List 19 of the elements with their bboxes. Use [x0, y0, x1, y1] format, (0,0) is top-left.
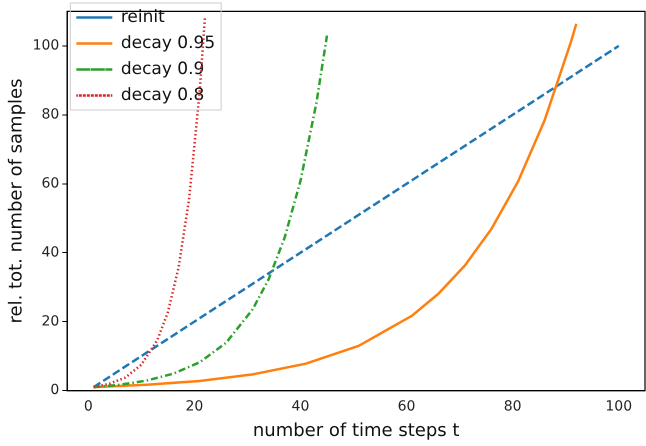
legend-label: decay 0.9 — [120, 58, 204, 79]
y-tick-label: 0 — [50, 382, 60, 398]
x-tick-label: 60 — [398, 398, 416, 415]
line-series — [92, 34, 328, 388]
x-tick-label: 100 — [605, 398, 632, 415]
y-tick-label: 20 — [41, 313, 60, 330]
y-tick-label: 60 — [41, 175, 60, 192]
legend-label: reinit — [120, 6, 166, 27]
y-tick-label: 100 — [32, 38, 60, 54]
y-axis-title: rel. tot. number of samples — [5, 78, 26, 324]
legend-label: decay 0.8 — [120, 84, 204, 105]
y-tick-label: 80 — [41, 106, 60, 122]
x-axis-title: number of time steps t — [252, 420, 460, 441]
x-tick-label: 20 — [185, 398, 204, 415]
x-tick-label: 0 — [84, 398, 93, 415]
y-tick-label: 40 — [41, 244, 60, 260]
legend-label: decay 0.95 — [120, 32, 216, 53]
x-tick-label: 80 — [504, 398, 522, 415]
x-tick-label: 40 — [292, 398, 310, 415]
